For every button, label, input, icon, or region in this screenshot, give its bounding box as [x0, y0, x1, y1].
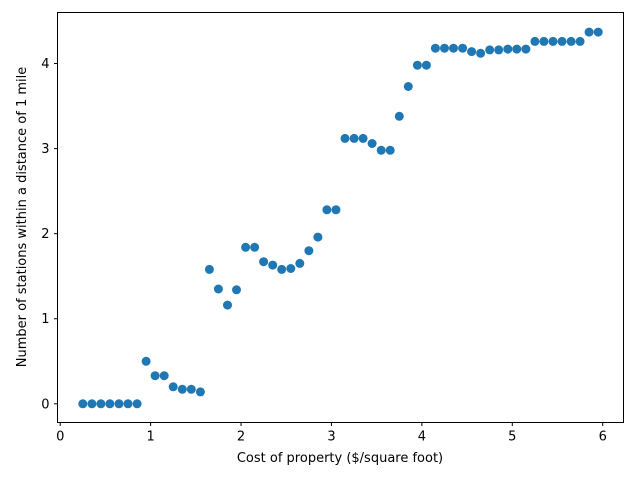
data-point	[358, 133, 368, 143]
data-point	[575, 36, 585, 46]
data-point	[150, 371, 160, 381]
data-point	[458, 43, 468, 53]
data-point	[241, 242, 251, 252]
data-point	[340, 133, 350, 143]
data-point	[96, 399, 106, 409]
data-point	[295, 258, 305, 268]
x-axis-label: Cost of property ($/square foot)	[237, 451, 443, 466]
data-point	[476, 48, 486, 58]
data-point	[566, 36, 576, 46]
data-point	[304, 246, 314, 256]
data-point	[494, 45, 504, 55]
x-tick-label: 2	[237, 430, 245, 445]
data-point	[204, 264, 214, 274]
data-point	[421, 60, 431, 70]
data-point	[132, 399, 142, 409]
data-points	[78, 27, 603, 409]
y-axis: 0 1 2 3 4	[41, 57, 58, 412]
data-point	[412, 60, 422, 70]
data-point	[114, 399, 124, 409]
data-point	[123, 399, 133, 409]
data-point	[223, 300, 232, 310]
data-point	[159, 371, 169, 381]
data-point	[141, 356, 151, 366]
data-point	[286, 264, 296, 273]
data-point	[177, 384, 187, 394]
y-tick-label: 3	[41, 142, 49, 157]
data-point	[186, 384, 196, 394]
y-tick-label: 1	[41, 312, 49, 327]
data-point	[449, 43, 458, 53]
data-point	[376, 145, 386, 155]
data-point	[259, 257, 269, 267]
data-point	[440, 43, 449, 53]
data-point	[394, 111, 404, 121]
data-point	[277, 264, 287, 274]
data-point	[195, 387, 205, 397]
data-point	[213, 284, 223, 294]
y-tick-label: 0	[41, 397, 49, 412]
data-point	[87, 399, 97, 409]
data-point	[232, 285, 241, 295]
x-tick-label: 5	[508, 430, 516, 445]
data-point	[584, 27, 594, 37]
data-point	[539, 36, 549, 46]
y-tick-label: 4	[41, 57, 49, 72]
x-tick-label: 4	[418, 430, 426, 445]
plot-frame	[57, 12, 624, 423]
x-tick-label: 6	[599, 430, 607, 445]
data-point	[548, 36, 558, 46]
data-point	[593, 27, 603, 37]
x-tick-label: 3	[327, 430, 335, 445]
data-point	[557, 36, 567, 46]
data-point	[485, 45, 495, 55]
data-point	[403, 82, 413, 91]
data-point	[331, 205, 341, 215]
data-point	[313, 232, 323, 242]
data-point	[322, 205, 332, 215]
data-point	[105, 399, 115, 409]
data-point	[385, 145, 395, 155]
x-tick-label: 0	[56, 430, 64, 445]
data-point	[467, 47, 477, 57]
data-point	[512, 44, 522, 54]
data-point	[250, 242, 260, 252]
data-point	[521, 44, 531, 54]
data-point	[78, 399, 88, 409]
x-tick-label: 1	[146, 430, 154, 445]
data-point	[268, 260, 278, 270]
data-point	[349, 133, 359, 143]
data-point	[530, 36, 540, 46]
y-tick-label: 2	[41, 227, 49, 242]
data-point	[168, 382, 178, 392]
data-point	[503, 44, 513, 54]
data-point	[367, 139, 377, 148]
x-axis: 0 1 2 3 4 5 6	[56, 422, 607, 445]
data-point	[430, 43, 440, 53]
y-axis-label: Number of stations within a distance of …	[15, 67, 30, 368]
